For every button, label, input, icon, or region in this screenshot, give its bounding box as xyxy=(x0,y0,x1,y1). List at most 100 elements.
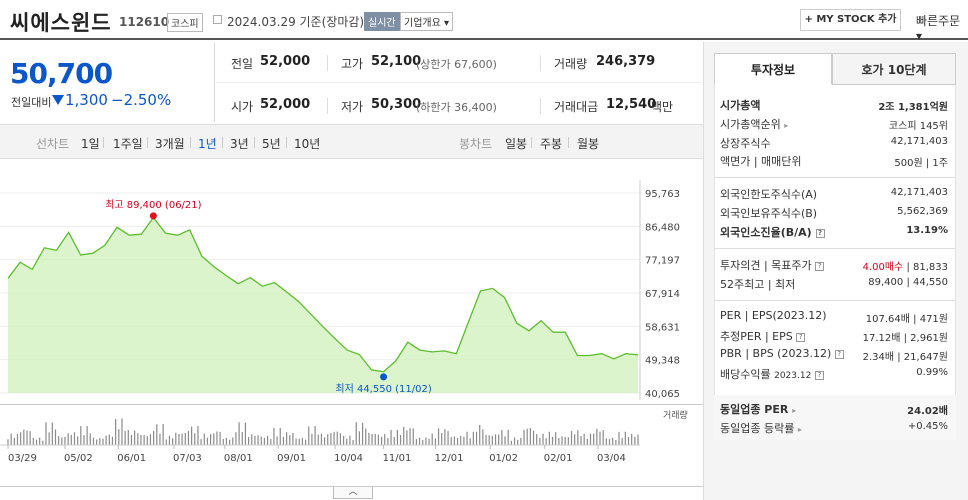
x-tick-label: 11/01 xyxy=(383,453,412,464)
volume-bar xyxy=(352,439,354,445)
volume-bar xyxy=(437,428,440,445)
volume-bar xyxy=(194,433,196,445)
price-chart[interactable]: 95,763 86,480 77,197 67,914 58,631 49,348 40,0… xyxy=(0,160,703,486)
tab-3m[interactable]: 3개월 xyxy=(155,137,185,151)
realtime-badge[interactable]: 실시간 xyxy=(364,12,400,31)
help-icon[interactable]: ? xyxy=(815,228,825,238)
tab-weekly[interactable]: 주봉 xyxy=(540,137,563,151)
volume-bar xyxy=(105,435,107,445)
price-point xyxy=(31,268,34,271)
tab-1y[interactable]: 1년 xyxy=(198,137,217,151)
open-label: 시가 xyxy=(231,100,254,114)
divider xyxy=(0,404,703,405)
volume-bar xyxy=(431,433,433,445)
add-mystock-button[interactable]: + MY STOCK 추가 xyxy=(800,9,901,31)
chevron-right-icon[interactable]: ▸ xyxy=(792,406,797,415)
volume-bar xyxy=(504,436,506,445)
volume-legend: 거래량 xyxy=(663,409,688,421)
chevron-right-icon[interactable]: ▸ xyxy=(784,121,789,130)
volume-bar xyxy=(285,432,288,445)
opinion-text: 투자의견 | 목표주가 xyxy=(720,259,812,272)
tab-1w[interactable]: 1주일 xyxy=(113,137,143,151)
volume-bar xyxy=(396,429,398,445)
price-point xyxy=(322,325,325,328)
peer-per-text: 동일업종 PER xyxy=(720,403,789,416)
tab-3y[interactable]: 3년 xyxy=(230,137,249,151)
help-icon[interactable]: ? xyxy=(815,261,825,271)
volume-bar xyxy=(618,431,620,445)
volume-bar xyxy=(444,429,446,445)
volume-bar xyxy=(23,429,25,445)
volume-bar xyxy=(475,431,478,445)
volume-bar xyxy=(570,430,573,445)
volume-bar xyxy=(7,439,9,445)
market-cap-rank-text: 시가총액순위 xyxy=(720,118,781,131)
volume-bar xyxy=(213,433,215,445)
collapse-chart-button[interactable]: ︿ xyxy=(333,487,373,499)
volume-bar xyxy=(96,439,98,445)
foreign-limit-value: 42,171,403 xyxy=(890,187,948,198)
tab-orderbook[interactable]: 호가 10단계 xyxy=(832,53,956,85)
volume-bar xyxy=(637,434,639,445)
volume-bar xyxy=(162,424,164,445)
volume-bar xyxy=(89,433,91,445)
volume-bar xyxy=(387,438,389,445)
volume-bar xyxy=(314,426,316,445)
volume-bar xyxy=(26,430,28,445)
divider xyxy=(714,248,956,249)
volume-bar xyxy=(219,431,221,445)
volume-bar xyxy=(165,439,167,445)
volume-bar xyxy=(80,426,82,445)
volume-bar xyxy=(181,433,183,445)
volume-bar xyxy=(295,438,297,445)
tab-investment-info[interactable]: 투자정보 xyxy=(714,53,832,85)
volume-bar xyxy=(137,433,139,445)
price-point xyxy=(67,231,70,234)
x-tick-label: 07/03 xyxy=(173,453,202,464)
help-icon[interactable]: ? xyxy=(814,370,824,380)
volume-bar xyxy=(77,436,79,445)
eps: 471원 xyxy=(919,314,948,325)
volume-bar xyxy=(86,426,88,445)
price-point xyxy=(237,282,240,285)
volume-bar xyxy=(580,436,582,445)
company-overview-dropdown[interactable]: 기업개요 ▾ xyxy=(400,12,453,31)
tab-5y[interactable]: 5년 xyxy=(262,137,281,151)
volume-bar xyxy=(526,428,528,445)
volume-bar xyxy=(564,437,566,445)
tab-1d[interactable]: 1일 xyxy=(81,137,100,151)
dividend-value: 0.99% xyxy=(916,367,948,378)
tab-monthly[interactable]: 월봉 xyxy=(577,137,600,151)
volume-bar xyxy=(472,431,474,445)
volume-bar xyxy=(342,435,345,445)
x-tick-label: 01/02 xyxy=(489,453,518,464)
tab-daily[interactable]: 일봉 xyxy=(505,137,528,151)
volume-bar xyxy=(172,438,174,445)
volume-bar xyxy=(64,436,66,445)
divider xyxy=(327,98,328,114)
help-icon[interactable]: ? xyxy=(834,349,844,359)
volume-bar xyxy=(140,434,142,445)
price-point xyxy=(406,341,409,344)
stock-header: 씨에스윈드 112610 코스피 2024.03.29 기준(장마감) 실시간 … xyxy=(0,0,968,43)
foreign-hold-label: 외국인보유주식수(B) xyxy=(720,207,818,220)
low-value: 50,300 xyxy=(371,97,422,112)
chevron-right-icon[interactable]: ▸ xyxy=(797,425,802,434)
price-point xyxy=(116,226,119,229)
help-icon[interactable]: ? xyxy=(796,332,806,342)
volume-bar xyxy=(301,437,304,445)
price-point xyxy=(19,261,22,264)
price-point xyxy=(612,357,615,360)
high-value: 52,100 xyxy=(371,54,422,69)
volume-bar xyxy=(615,439,617,445)
foreign-rate-value: 13.19% xyxy=(906,225,948,236)
quick-order-link[interactable]: 빠른주문 ▾ xyxy=(916,14,961,43)
market-cap-rank-value: 코스피 145위 xyxy=(888,121,948,132)
dividend-text: 배당수익률 xyxy=(720,368,771,381)
tab-10y[interactable]: 10년 xyxy=(294,137,321,151)
volume-bar xyxy=(222,438,224,445)
x-tick-label: 03/29 xyxy=(8,453,37,464)
volume-bar xyxy=(263,437,266,445)
change-amount: 1,300 xyxy=(65,91,108,109)
shares-label: 상장주식수 xyxy=(720,137,771,150)
